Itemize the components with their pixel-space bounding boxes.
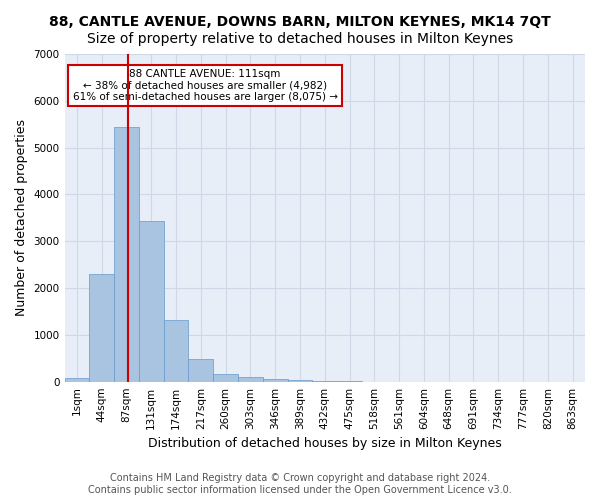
Text: 88 CANTLE AVENUE: 111sqm
← 38% of detached houses are smaller (4,982)
61% of sem: 88 CANTLE AVENUE: 111sqm ← 38% of detach… <box>73 68 338 102</box>
Bar <box>139 221 164 382</box>
Y-axis label: Number of detached properties: Number of detached properties <box>15 120 28 316</box>
Bar <box>238 377 263 382</box>
Bar <box>263 379 287 382</box>
Bar <box>164 320 188 382</box>
Bar <box>188 359 213 382</box>
Text: 88, CANTLE AVENUE, DOWNS BARN, MILTON KEYNES, MK14 7QT: 88, CANTLE AVENUE, DOWNS BARN, MILTON KE… <box>49 15 551 29</box>
Text: Size of property relative to detached houses in Milton Keynes: Size of property relative to detached ho… <box>87 32 513 46</box>
Bar <box>213 374 238 382</box>
Bar <box>114 126 139 382</box>
Bar <box>287 380 313 382</box>
Bar <box>89 274 114 382</box>
X-axis label: Distribution of detached houses by size in Milton Keynes: Distribution of detached houses by size … <box>148 437 502 450</box>
Bar <box>65 378 89 382</box>
Text: Contains HM Land Registry data © Crown copyright and database right 2024.
Contai: Contains HM Land Registry data © Crown c… <box>88 474 512 495</box>
